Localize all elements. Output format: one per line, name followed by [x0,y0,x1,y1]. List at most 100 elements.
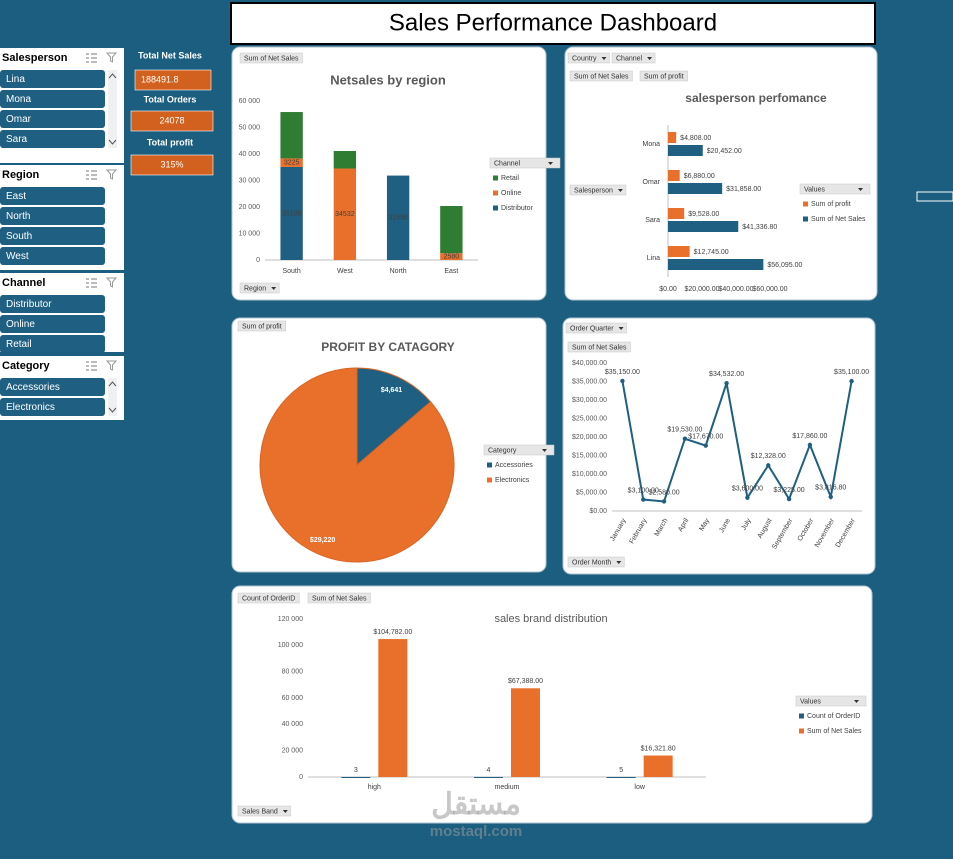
slicer-item-label: Lina [6,74,25,85]
field-button[interactable] [639,70,688,82]
line-marker [724,381,729,386]
multi-select-icon[interactable] [86,53,97,63]
slicer-item[interactable] [0,207,105,225]
slicer-item[interactable] [0,315,105,333]
field-button-label: Sum of Net Sales [572,344,627,351]
slicer-item-label: Electronics [6,402,55,413]
x-tick-label: West [337,268,353,275]
slicer-item[interactable] [0,187,105,205]
clear-filter-icon[interactable] [105,277,118,288]
field-button[interactable] [237,592,300,604]
chart-panel [231,46,547,301]
data-label: $31,858.00 [726,186,761,193]
legend-swatch [799,713,804,719]
data-label: $12,328.00 [751,453,786,460]
field-button[interactable] [237,805,292,817]
multi-select-icon[interactable] [86,278,97,288]
clear-filter-icon[interactable] [105,169,118,180]
dropdown-arrow[interactable] [647,57,653,60]
field-button-label: Channel [616,55,643,62]
bar [341,776,371,778]
dropdown-arrow[interactable] [618,327,624,330]
bar-segment [280,166,303,260]
slicer-title: Channel [2,277,45,289]
kpi-label: Total Orders [144,94,197,104]
dropdown-arrow[interactable] [601,57,607,60]
field-button[interactable] [239,52,303,64]
field-button[interactable] [307,592,371,604]
x-tick-label: low [634,784,645,791]
y-tick-label: $30,000.00 [572,397,607,404]
bar-segment [386,175,410,260]
legend-title: Values [804,186,825,193]
scroll-arrows[interactable] [108,73,117,145]
field-button[interactable] [237,320,286,332]
clear-filter-icon[interactable] [105,52,118,63]
line-marker [766,463,771,468]
data-label: 34532 [335,211,355,218]
title-box [230,2,876,45]
bar [668,246,690,257]
kpi-value: 188491.8 [141,74,179,84]
x-tick-label: medium [495,784,520,791]
y-tick-label: 60 000 [282,695,304,702]
slicer-item[interactable] [0,130,105,148]
field-button[interactable] [569,70,633,82]
data-label: $3,600.00 [732,486,763,493]
slicer-item[interactable] [0,247,105,265]
pie-slice [259,367,455,563]
slicer-item[interactable] [0,378,105,396]
data-label: $16,321.80 [641,745,676,752]
dropdown-arrow[interactable] [282,810,288,813]
line-marker [682,436,688,441]
clear-filter-icon[interactable] [105,360,118,371]
data-label: $29,220 [310,537,335,544]
slicer-title: Region [2,169,40,181]
watermark-latin: mostaql.com [430,823,523,840]
bar [474,776,503,778]
multi-select-icon[interactable] [86,170,97,180]
field-button[interactable] [611,52,656,64]
slicer-item[interactable] [0,295,105,313]
line-marker [786,496,792,502]
slicer-item[interactable] [0,90,105,108]
legend-swatch [487,477,492,483]
y-tick-label: Sara [645,217,660,224]
bar-segment [440,205,463,254]
field-button[interactable] [569,184,627,196]
x-tick-label: East [444,268,458,275]
dropdown-arrow[interactable] [548,162,553,165]
scroll-arrows[interactable] [108,381,117,413]
data-label: $67,388.00 [508,678,543,685]
multi-select-icon[interactable] [86,361,97,371]
legend-swatch [493,190,498,196]
dropdown-arrow[interactable] [617,189,623,192]
field-button-label: Sum of profit [242,323,282,330]
field-button[interactable] [567,556,625,568]
legend-title: Category [488,447,517,454]
bar [668,259,764,270]
slicer-item[interactable] [0,70,105,88]
x-tick-label: South [282,268,300,275]
slicer-item[interactable] [0,398,105,416]
chart-title: Netsales by region [330,72,446,87]
field-button[interactable] [239,282,280,294]
y-tick-label: $35,000.00 [572,378,607,385]
field-button[interactable] [565,322,627,334]
slicer-item[interactable] [0,335,105,353]
dropdown-arrow[interactable] [271,287,277,290]
dashboard-title: Sales Performance Dashboard [389,9,717,36]
slicer-item[interactable] [0,227,105,245]
field-button[interactable] [567,52,610,64]
data-label: $17,860.00 [792,433,827,440]
dropdown-arrow[interactable] [858,188,863,191]
y-tick-label: $20,000.00 [572,434,607,441]
kpi-value: 24078 [159,115,184,125]
data-label: $17,670.00 [688,433,723,440]
dropdown-arrow[interactable] [854,700,859,703]
dropdown-arrow[interactable] [616,561,622,564]
slicer-item[interactable] [0,110,105,128]
dropdown-arrow[interactable] [542,449,547,452]
field-button[interactable] [567,341,631,353]
